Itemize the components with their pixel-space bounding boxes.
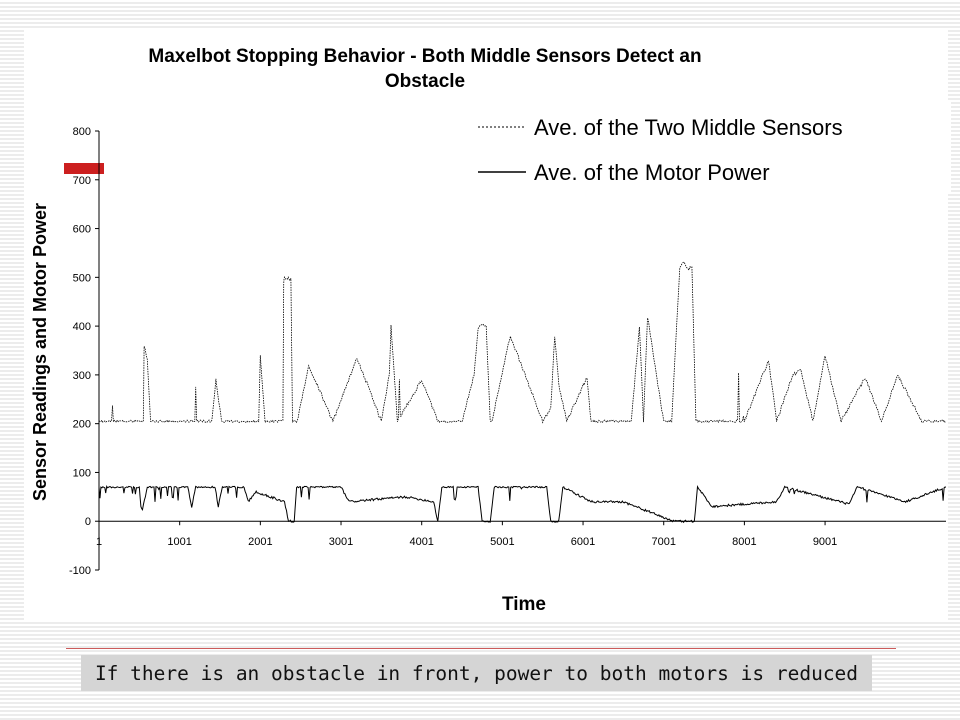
x-tick-label: 5001 [490, 536, 514, 548]
x-tick-label: 1001 [167, 536, 191, 548]
caption-box: If there is an obstacle in front, power … [81, 655, 872, 691]
x-tick-label: 8001 [732, 536, 756, 548]
legend-label-motor: Ave. of the Motor Power [534, 160, 770, 185]
red-accent-bar [64, 163, 104, 174]
y-tick-label: 200 [73, 419, 91, 431]
y-tick-label: 600 [73, 224, 91, 236]
y-tick-label: 0 [85, 516, 91, 528]
x-tick-label: 6001 [571, 536, 595, 548]
x-tick-label: 4001 [409, 536, 433, 548]
y-tick-label: -100 [69, 565, 91, 577]
y-tick-label: 300 [73, 370, 91, 382]
legend-box [431, 102, 951, 192]
x-tick-label: 7001 [651, 536, 675, 548]
footer-rule [66, 648, 896, 649]
caption-text: If there is an obstacle in front, power … [94, 661, 859, 685]
legend: Ave. of the Two Middle Sensors Ave. of t… [478, 115, 843, 185]
chart-title-line-1: Maxelbot Stopping Behavior - Both Middle… [148, 46, 701, 67]
y-tick-label: 400 [73, 321, 91, 333]
chart-title-line-2: Obstacle [385, 71, 465, 92]
legend-label-sensors: Ave. of the Two Middle Sensors [534, 115, 843, 140]
series-motor-line [98, 485, 947, 524]
x-tick-label: 2001 [248, 536, 272, 548]
y-tick-label: 700 [73, 175, 91, 187]
y-axis-label: Sensor Readings and Motor Power [30, 203, 50, 501]
x-tick-label: 9001 [813, 536, 837, 548]
x-axis-label: Time [502, 594, 546, 615]
y-tick-label: 800 [73, 126, 91, 138]
x-tick-label: 1 [96, 536, 102, 548]
y-tick-label: 500 [73, 272, 91, 284]
y-tick-label: 100 [73, 467, 91, 479]
x-tick-label: 3001 [329, 536, 353, 548]
series-sensors-line [98, 261, 947, 424]
